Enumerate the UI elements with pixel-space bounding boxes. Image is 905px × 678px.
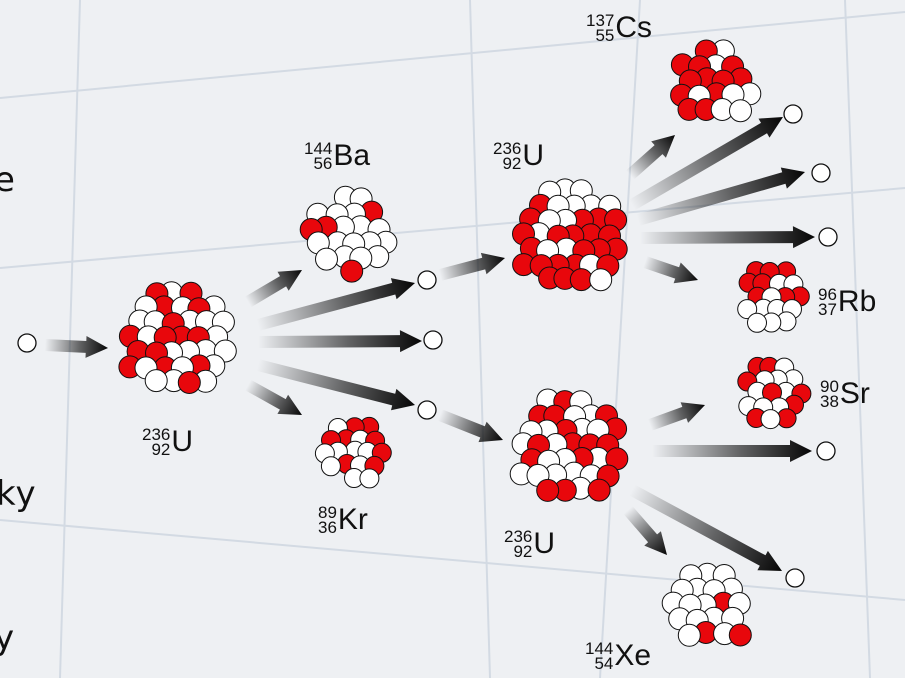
label-strontium: 90 38 Sr: [820, 377, 870, 411]
edge-text-fragment-e: e: [0, 160, 16, 200]
arrow-uranium-upper-to-neutron-u3: [640, 226, 815, 249]
neutron-neutron-c: [417, 400, 437, 420]
nucleus-rubidium: [737, 261, 810, 333]
arrow-uranium-initial-to-barium: [244, 270, 302, 308]
proton-ball: [587, 478, 611, 502]
arrow-uranium-initial-to-neutron-c: [256, 359, 415, 411]
nucleus-uranium-lower: [509, 388, 629, 502]
neutron-ball: [729, 99, 752, 123]
arrow-uranium-upper-to-cesium: [626, 135, 675, 180]
nucleus-xenon: [661, 562, 752, 647]
neutron-ball: [320, 456, 341, 477]
arrow-neutron-a-to-uranium-upper: [438, 252, 505, 281]
neutron-neutron-u1: [783, 104, 803, 124]
nucleus-uranium-initial: [118, 281, 237, 394]
nucleus-uranium-upper: [512, 178, 628, 292]
label-krypton: 89 36 Kr: [318, 503, 368, 537]
nucleus-barium: [299, 185, 398, 283]
neutron-ball: [677, 623, 701, 647]
neutron-ball: [144, 369, 168, 393]
arrow-neutron-in-to-uranium-initial: [44, 336, 108, 358]
neutron-neutron-b: [423, 330, 443, 350]
neutron-ball: [315, 247, 338, 271]
label-uranium-lower: 236 92 U: [504, 527, 556, 561]
neutron-ball: [747, 312, 767, 333]
neutron-neutron-u3: [818, 227, 838, 247]
proton-ball: [728, 623, 752, 647]
nucleus-cesium: [670, 39, 762, 123]
neutron-ball: [589, 268, 613, 292]
nucleus-krypton: [314, 416, 392, 489]
neutron-neutron-l2: [785, 568, 805, 588]
arrow-uranium-lower-to-neutron-l2: [629, 484, 782, 571]
arrow-uranium-initial-to-neutron-a: [256, 278, 415, 331]
arrow-uranium-lower-to-xenon: [623, 506, 667, 555]
arrow-uranium-upper-to-neutron-u1: [629, 117, 783, 211]
neutron-ball: [760, 409, 781, 430]
arrow-neutron-c-to-uranium-lower: [437, 409, 503, 443]
edge-text-fragment-y: y: [0, 618, 16, 658]
proton-ball: [340, 259, 364, 283]
neutron-ball: [737, 299, 758, 320]
proton-ball: [177, 371, 201, 394]
neutron-neutron-l1: [816, 441, 836, 461]
label-rubidium: 96 37 Rb: [818, 285, 877, 319]
neutron-ball: [359, 468, 380, 489]
neutron-neutron-in: [17, 333, 37, 353]
arrow-uranium-initial-to-krypton: [245, 379, 302, 415]
arrow-uranium-upper-to-neutron-u2: [636, 167, 805, 226]
label-uranium-initial: 236 92 U: [142, 425, 194, 459]
arrow-uranium-lower-to-neutron-l1: [652, 440, 812, 462]
arrow-uranium-initial-to-neutron-b: [258, 330, 422, 353]
edge-text-fragment-ky: ky: [0, 474, 37, 514]
neutron-neutron-a: [417, 270, 437, 290]
proton-ball: [569, 268, 593, 292]
nucleus-strontium: [737, 356, 812, 430]
neutron-neutron-u2: [811, 163, 831, 183]
label-uranium-upper: 236 92 U: [493, 139, 545, 173]
arrow-uranium-upper-to-rubidium: [643, 256, 698, 284]
label-barium: 144 56 Ba: [304, 139, 371, 173]
arrow-uranium-lower-to-strontium: [647, 402, 705, 431]
label-xenon: 144 54 Xe: [585, 639, 652, 673]
label-cesium: 137 55 Cs: [586, 11, 653, 45]
proton-ball: [536, 478, 560, 502]
